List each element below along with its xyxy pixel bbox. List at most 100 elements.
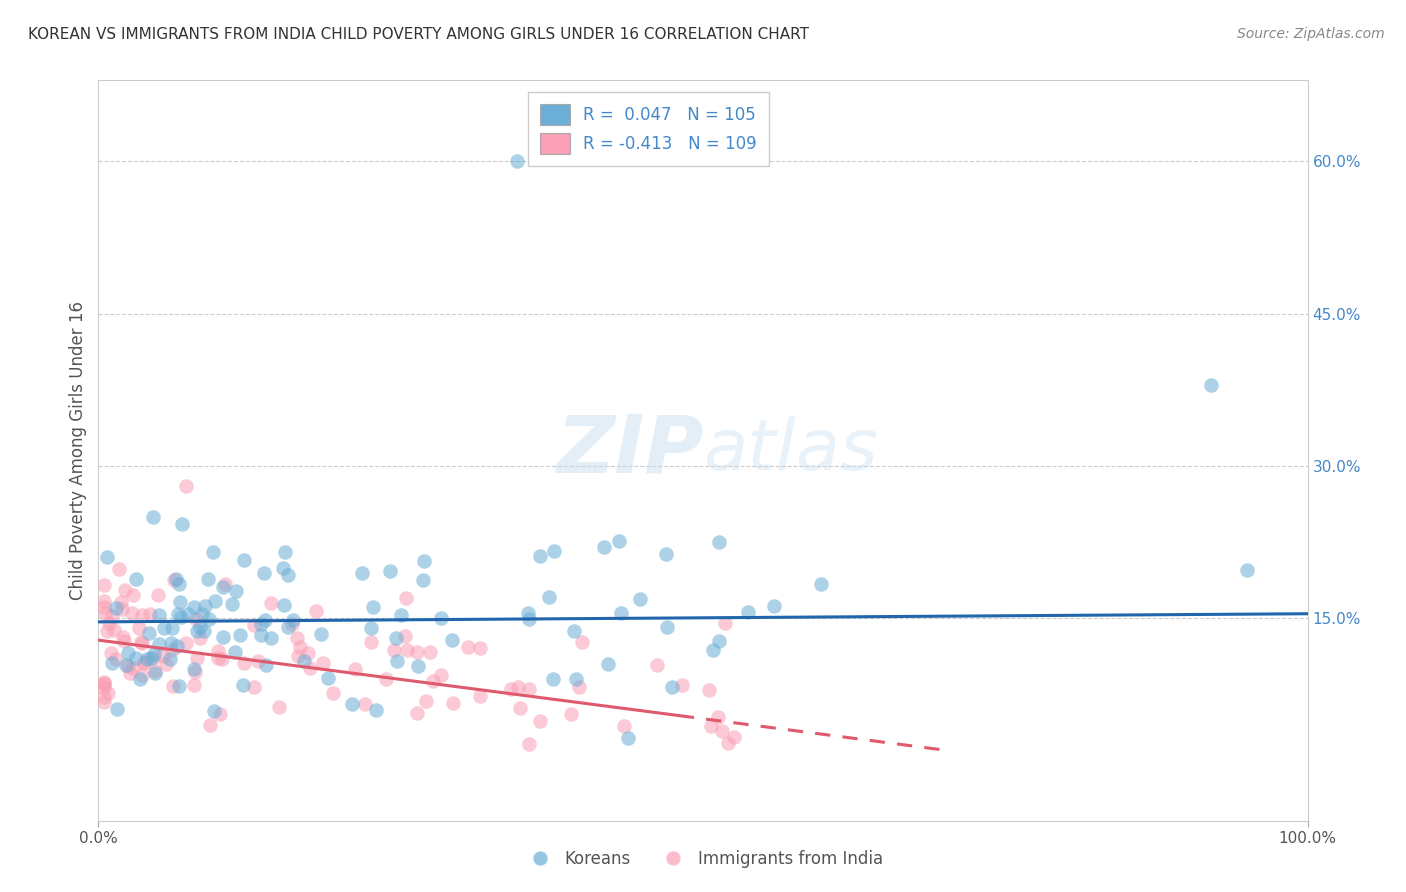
Point <box>209 707 232 722</box>
Point <box>440 632 463 647</box>
Point <box>517 737 540 751</box>
Point <box>138 625 160 640</box>
Point <box>468 689 491 703</box>
Point <box>274 545 297 559</box>
Point <box>281 613 304 627</box>
Point <box>613 719 636 733</box>
Point <box>242 618 264 632</box>
Point <box>98 615 121 630</box>
Point <box>169 595 191 609</box>
Point <box>361 599 384 614</box>
Point <box>517 682 540 697</box>
Point <box>104 652 127 666</box>
Y-axis label: Child Poverty Among Girls Under 16: Child Poverty Among Girls Under 16 <box>69 301 87 600</box>
Point <box>616 731 638 745</box>
Point <box>292 654 315 668</box>
Point <box>422 674 444 689</box>
Point <box>233 553 256 567</box>
Point <box>394 629 416 643</box>
Point <box>430 611 453 625</box>
Point <box>162 573 184 587</box>
Point <box>412 554 434 568</box>
Point <box>93 578 115 592</box>
Point <box>194 599 217 613</box>
Text: ZIP: ZIP <box>555 411 703 490</box>
Text: atlas: atlas <box>703 416 877 485</box>
Point <box>385 654 408 668</box>
Point <box>415 694 437 708</box>
Point <box>167 577 190 591</box>
Point <box>596 657 619 672</box>
Point <box>537 590 560 604</box>
Point <box>211 630 233 644</box>
Point <box>277 620 299 634</box>
Point <box>96 549 118 564</box>
Point <box>221 597 243 611</box>
Point <box>207 651 229 665</box>
Point <box>232 678 254 692</box>
Point <box>1236 563 1258 577</box>
Point <box>142 510 165 524</box>
Point <box>406 706 429 720</box>
Text: Source: ZipAtlas.com: Source: ZipAtlas.com <box>1237 27 1385 41</box>
Point <box>148 637 170 651</box>
Point <box>201 545 224 559</box>
Point <box>122 661 145 675</box>
Point <box>183 662 205 676</box>
Point <box>200 718 222 732</box>
Point <box>441 696 464 710</box>
Point <box>374 673 396 687</box>
Point <box>253 613 276 627</box>
Point <box>120 665 142 680</box>
Point <box>714 616 737 631</box>
Point <box>246 654 269 668</box>
Point <box>509 701 531 715</box>
Point <box>723 731 745 745</box>
Point <box>249 617 271 632</box>
Point <box>177 607 200 621</box>
Point <box>297 646 319 660</box>
Point <box>543 544 565 558</box>
Point <box>655 547 678 561</box>
Point <box>281 617 304 632</box>
Point <box>564 624 586 638</box>
Point <box>529 549 551 563</box>
Point <box>93 675 115 690</box>
Point <box>287 648 309 663</box>
Point <box>305 604 328 618</box>
Point <box>360 621 382 635</box>
Point <box>395 642 418 657</box>
Point <box>353 697 375 711</box>
Point <box>114 582 136 597</box>
Point <box>100 609 122 624</box>
Point <box>167 607 190 621</box>
Point <box>93 676 115 690</box>
Point <box>166 639 188 653</box>
Point <box>93 695 115 709</box>
Point <box>516 606 538 620</box>
Point <box>260 596 283 610</box>
Point <box>350 566 373 580</box>
Point <box>184 665 207 680</box>
Point <box>380 564 402 578</box>
Point <box>183 678 205 692</box>
Legend: Koreans, Immigrants from India: Koreans, Immigrants from India <box>516 844 890 875</box>
Point <box>711 724 734 739</box>
Point <box>136 651 159 665</box>
Legend: R =  0.047   N = 105, R = -0.413   N = 109: R = 0.047 N = 105, R = -0.413 N = 109 <box>529 92 769 166</box>
Point <box>188 620 211 634</box>
Point <box>560 706 582 721</box>
Point <box>364 703 387 717</box>
Point <box>129 672 152 686</box>
Point <box>211 580 233 594</box>
Point <box>128 621 150 635</box>
Point <box>183 599 205 614</box>
Point <box>105 702 128 716</box>
Point <box>506 680 529 694</box>
Point <box>138 607 160 621</box>
Point <box>202 704 225 718</box>
Point <box>115 658 138 673</box>
Point <box>160 621 183 635</box>
Point <box>105 601 128 615</box>
Point <box>298 661 321 675</box>
